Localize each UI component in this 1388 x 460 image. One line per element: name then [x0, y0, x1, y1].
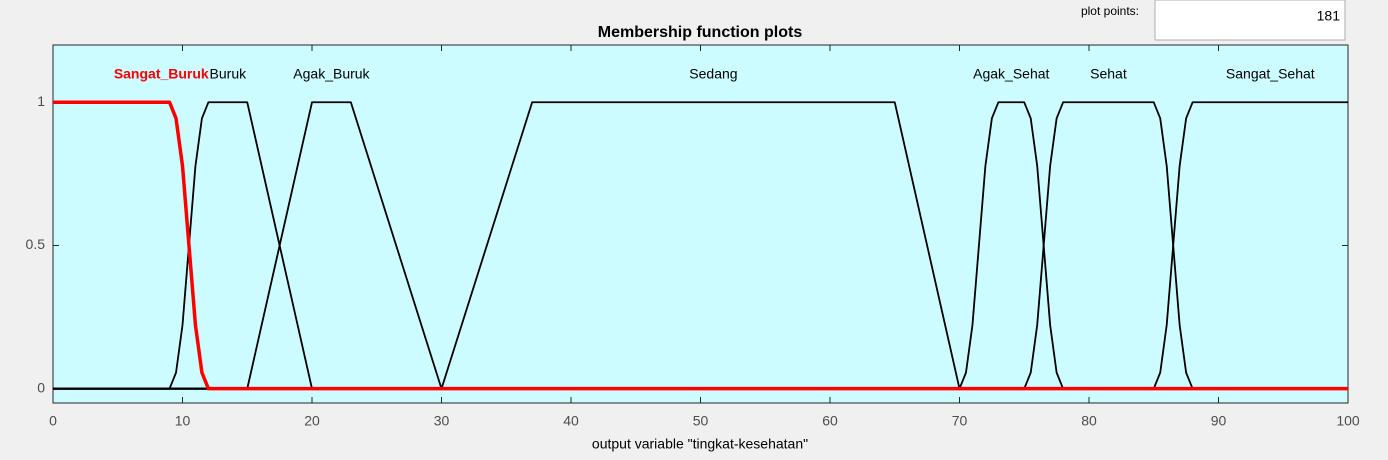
membership-line — [53, 101, 1348, 390]
plot-points-label: plot points: — [1081, 4, 1139, 18]
y-tick-label: 0 — [37, 379, 45, 395]
mf-label: Sangat_Buruk — [114, 66, 209, 82]
y-tick-label: 1 — [37, 93, 45, 109]
mf-label: Sangat_Sehat — [1226, 66, 1315, 82]
membership-line — [53, 101, 1348, 390]
mf-label: Buruk — [210, 66, 248, 82]
membership-line — [53, 101, 1348, 390]
x-tick-label: 60 — [822, 413, 838, 429]
x-tick-label: 20 — [304, 413, 320, 429]
x-tick-label: 90 — [1211, 413, 1227, 429]
membership-line — [53, 101, 1348, 390]
y-tick-label: 0.5 — [26, 236, 46, 252]
x-tick-label: 30 — [434, 413, 450, 429]
x-tick-label: 50 — [693, 413, 709, 429]
mf-label: Sehat — [1090, 66, 1127, 82]
mf-label: Sedang — [689, 66, 737, 82]
mf-label: Agak_Sehat — [973, 66, 1049, 82]
x-tick-label: 0 — [49, 413, 57, 429]
x-tick-label: 100 — [1336, 413, 1360, 429]
plot-points-input[interactable] — [1154, 0, 1346, 41]
chart-title: Membership function plots — [598, 24, 803, 41]
x-tick-label: 40 — [563, 413, 579, 429]
plot-area — [53, 45, 1348, 403]
axes-box — [52, 44, 1349, 404]
membership-line — [53, 100, 1348, 391]
x-axis-label: output variable "tingkat-kesehatan" — [592, 436, 808, 452]
plot-points-value[interactable]: 181 — [1317, 8, 1341, 24]
x-tick-label: 10 — [175, 413, 191, 429]
x-tick-label: 70 — [952, 413, 968, 429]
x-tick-label: 80 — [1081, 413, 1097, 429]
mf-label: Agak_Buruk — [293, 66, 370, 82]
